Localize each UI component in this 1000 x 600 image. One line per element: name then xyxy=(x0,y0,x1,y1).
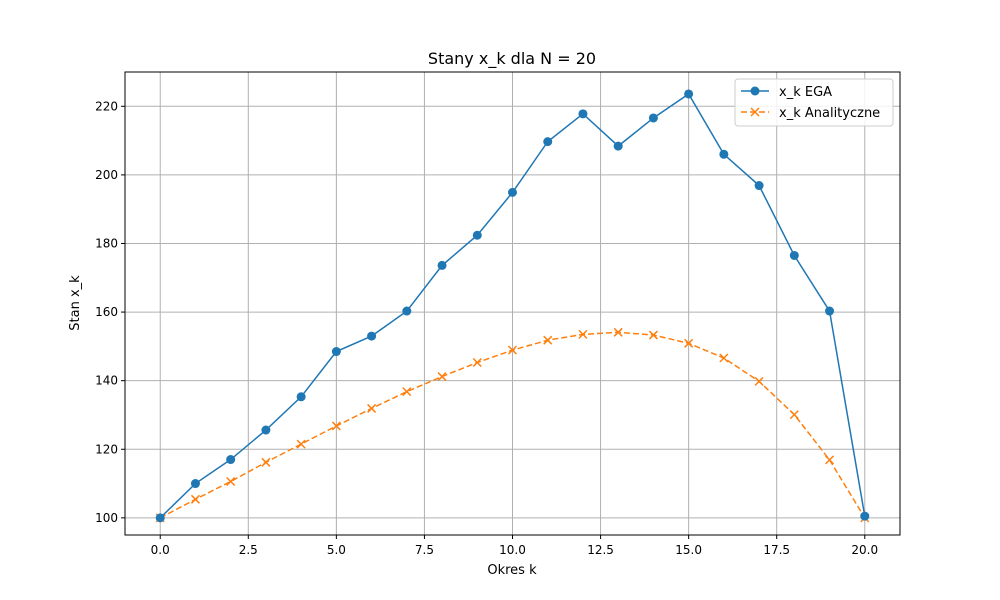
series-analytic xyxy=(155,327,870,523)
x-axis-label: Okres k xyxy=(487,563,537,578)
x-tick-label: 17.5 xyxy=(763,543,790,557)
data-point-analytic xyxy=(578,329,588,339)
data-point-analytic xyxy=(367,403,377,413)
data-point-analytic xyxy=(648,330,658,340)
x-tick-label: 20.0 xyxy=(851,543,878,557)
data-point-analytic xyxy=(825,455,835,465)
y-tick-label: 180 xyxy=(95,236,118,250)
y-tick-label: 220 xyxy=(95,99,118,113)
data-point-ega xyxy=(825,306,835,316)
data-point-ega xyxy=(613,141,623,151)
data-point-ega xyxy=(155,513,165,523)
data-point-analytic xyxy=(789,410,799,420)
data-point-ega xyxy=(402,306,412,316)
data-point-ega xyxy=(331,347,341,357)
data-point-ega xyxy=(860,511,870,521)
data-point-analytic xyxy=(684,338,694,348)
x-tick-label: 0.0 xyxy=(151,543,170,557)
data-point-analytic xyxy=(472,357,482,368)
legend: x_k EGA x_k Analityczne xyxy=(734,78,894,127)
data-point-ega xyxy=(789,250,799,260)
x-tick-label: 7.5 xyxy=(415,543,434,557)
data-point-analytic xyxy=(507,345,518,355)
data-point-analytic xyxy=(402,387,412,397)
data-point-ega xyxy=(648,113,658,123)
y-tick-label: 160 xyxy=(95,305,118,319)
y-axis: 100 120 140 160 180 200 220 xyxy=(95,99,125,525)
x-tick-label: 15.0 xyxy=(675,543,702,557)
chart-title: Stany x_k dla N = 20 xyxy=(428,49,596,69)
legend-label-ega: x_k EGA xyxy=(779,85,832,100)
data-point-ega xyxy=(296,392,306,402)
x-axis: 0.0 2.5 5.0 7.5 10.0 12.5 15.0 17.5 20.0 xyxy=(151,535,878,557)
data-point-analytic xyxy=(296,439,306,449)
y-axis-label: Stan x_k xyxy=(68,275,83,331)
data-point-analytic xyxy=(261,457,271,467)
data-point-ega xyxy=(543,137,553,147)
data-point-analytic xyxy=(543,335,553,345)
data-point-ega xyxy=(578,109,588,119)
grid xyxy=(125,72,900,535)
x-tick-label: 5.0 xyxy=(327,543,346,557)
y-tick-label: 200 xyxy=(95,168,118,182)
legend-label-analytic: x_k Analityczne xyxy=(779,106,880,121)
data-point-ega xyxy=(684,89,694,99)
data-point-analytic xyxy=(437,372,447,382)
data-point-ega xyxy=(472,230,482,240)
data-point-ega xyxy=(367,331,377,341)
x-tick-label: 12.5 xyxy=(587,543,614,557)
x-tick-label: 2.5 xyxy=(239,543,258,557)
data-point-ega xyxy=(261,425,271,435)
data-point-ega xyxy=(754,181,764,191)
y-tick-label: 140 xyxy=(95,374,118,388)
data-point-analytic xyxy=(754,376,764,386)
data-point-analytic xyxy=(331,421,341,431)
data-point-ega xyxy=(437,260,447,270)
y-tick-label: 100 xyxy=(95,511,118,525)
series-layer xyxy=(155,89,870,523)
series-ega xyxy=(155,89,870,523)
data-point-ega xyxy=(226,455,236,465)
data-point-analytic xyxy=(190,494,200,504)
y-tick-label: 120 xyxy=(95,442,118,456)
legend-box xyxy=(734,78,894,127)
data-point-analytic xyxy=(719,353,729,363)
x-tick-label: 10.0 xyxy=(499,543,526,557)
legend-marker-analytic xyxy=(750,107,760,117)
data-point-ega xyxy=(508,187,517,197)
data-point-ega xyxy=(190,479,200,489)
data-point-analytic xyxy=(226,476,236,487)
data-point-ega xyxy=(719,149,729,159)
data-point-analytic xyxy=(613,327,623,337)
legend-marker-ega xyxy=(750,86,760,96)
